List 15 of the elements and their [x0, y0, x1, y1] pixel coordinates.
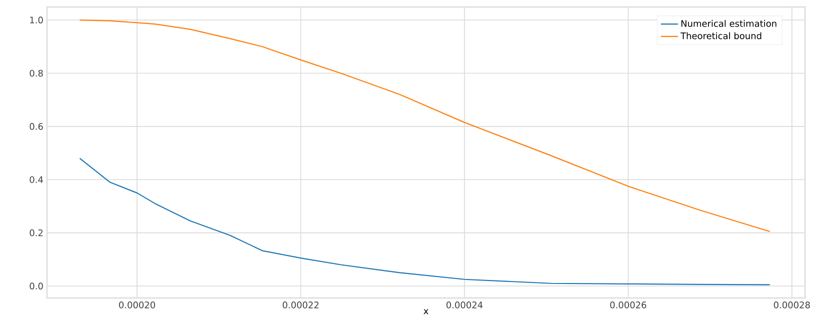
x-tick-label: 0.00026: [610, 302, 646, 308]
y-tick-label: 0.8: [30, 70, 43, 77]
legend-label: Numerical estimation: [681, 20, 776, 27]
x-tick-label: 0.00022: [282, 302, 318, 308]
x-tick-label: 0.00020: [119, 302, 156, 308]
y-tick-label: 1.0: [30, 16, 43, 24]
y-tick-label: 0.0: [30, 282, 43, 290]
x-axis-title: x: [424, 309, 428, 314]
y-tick-label: 0.4: [30, 176, 43, 184]
line-series: [79, 158, 770, 286]
y-tick-label: 0.2: [30, 229, 43, 236]
legend-label: Theoretical bound: [680, 32, 762, 40]
x-tick-label: 0.00024: [446, 302, 483, 308]
y-tick-label: 0.6: [30, 123, 43, 130]
x-tick-label: 0.00028: [774, 302, 810, 308]
